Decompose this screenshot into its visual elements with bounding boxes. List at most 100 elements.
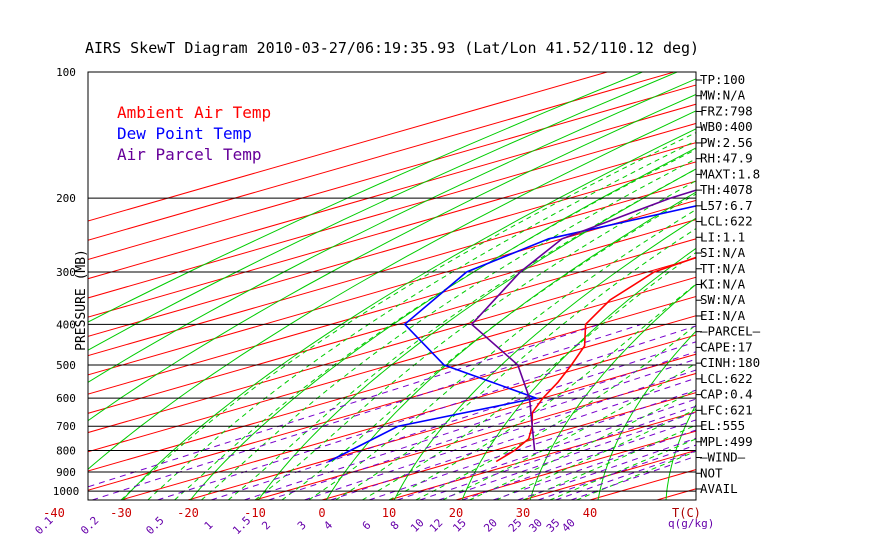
panel-line: LCL:622 bbox=[700, 371, 753, 386]
mixing-ratio-label: 8 bbox=[388, 519, 402, 533]
mixing-ratio-lines bbox=[88, 323, 696, 500]
panel-line: MAXT:1.8 bbox=[700, 166, 760, 181]
pressure-tick-label: 100 bbox=[56, 66, 76, 79]
dry-adiabat-line bbox=[88, 78, 696, 383]
pressure-tick-labels: 100 200 300 400 500 600 700 800 900 1000 bbox=[53, 66, 80, 498]
panel-line: L57:6.7 bbox=[700, 198, 753, 213]
panel-line: –WIND– bbox=[700, 450, 746, 465]
dry-adiabat-line bbox=[88, 110, 696, 470]
mixing-ratio-line bbox=[517, 437, 696, 500]
mixing-ratio-line bbox=[438, 411, 696, 500]
pressure-tick-label: 900 bbox=[56, 466, 76, 479]
stability-index-panel: TP:100MW:N/AFRZ:798WB0:400PW:2.56RH:47.9… bbox=[696, 72, 761, 496]
sounding-profiles bbox=[328, 189, 696, 463]
mixing-ratio-label: 0.5 bbox=[143, 514, 166, 537]
isotherm-line bbox=[88, 257, 696, 434]
mixing-ratio-label: 6 bbox=[360, 519, 374, 533]
isotherm-line bbox=[88, 238, 696, 414]
mixing-ratio-line bbox=[304, 369, 696, 500]
mixing-ratio-line bbox=[570, 455, 696, 500]
isotherm-line bbox=[88, 84, 696, 260]
isotherm-line bbox=[88, 103, 696, 280]
air-parcel-temp-line bbox=[470, 189, 696, 451]
isobar-lines bbox=[88, 72, 696, 492]
isotherm-line bbox=[88, 219, 696, 395]
dry-adiabat-line bbox=[734, 72, 870, 500]
mixing-ratio-label: 1 bbox=[202, 519, 216, 533]
isotherm-line bbox=[88, 295, 696, 472]
moist-adiabat-line bbox=[442, 362, 696, 500]
pressure-tick-label: 300 bbox=[56, 266, 76, 279]
panel-line: TP:100 bbox=[700, 72, 745, 87]
legend-dew-point-temp: Dew Point Temp bbox=[117, 124, 252, 143]
legend: Ambient Air Temp Dew Point Temp Air Parc… bbox=[117, 103, 271, 164]
mixing-ratio-line bbox=[492, 429, 696, 500]
isotherm-line bbox=[187, 353, 696, 500]
panel-line: NOT bbox=[700, 465, 723, 480]
moist-adiabat-line bbox=[120, 132, 696, 500]
pressure-tick-label: 1000 bbox=[53, 485, 80, 498]
pressure-tick-label: 700 bbox=[56, 420, 76, 433]
panel-line: –PARCEL– bbox=[700, 324, 761, 339]
dry-adiabat-line bbox=[88, 72, 678, 351]
panel-line: LFC:621 bbox=[700, 402, 753, 417]
moist-adiabat-line bbox=[201, 158, 696, 500]
isotherm-line bbox=[120, 334, 696, 500]
mixing-ratio-line bbox=[555, 450, 696, 500]
isotherm-lines bbox=[88, 72, 696, 500]
bottom-temperature-tick: -30 bbox=[110, 506, 132, 520]
panel-line: LCL:622 bbox=[700, 214, 753, 229]
chart-title: AIRS SkewT Diagram 2010-03-27/06:19:35.9… bbox=[85, 39, 699, 57]
mixing-ratio-line bbox=[244, 351, 696, 500]
isotherm-line bbox=[254, 372, 696, 500]
bottom-temperature-tick: 10 bbox=[382, 506, 396, 520]
mixing-ratio-label: 2 bbox=[259, 519, 273, 533]
mixing-ratio-line bbox=[92, 323, 642, 500]
bottom-temperature-tick: -20 bbox=[177, 506, 199, 520]
panel-line: TH:4078 bbox=[700, 182, 753, 197]
mixing-ratio-line bbox=[268, 358, 696, 500]
isotherm-line bbox=[88, 161, 696, 337]
dry-adiabat-lines bbox=[88, 72, 870, 500]
panel-line: CAP:0.4 bbox=[700, 387, 753, 402]
bottom-temperature-tick: -40 bbox=[43, 506, 65, 520]
pressure-tick-label: 500 bbox=[56, 359, 76, 372]
moist-adiabat-line bbox=[281, 193, 696, 500]
mixing-ratio-label: 3 bbox=[295, 519, 309, 533]
plot-frame bbox=[87, 71, 697, 501]
dry-adiabat-line bbox=[190, 147, 696, 500]
pressure-tick-label: 400 bbox=[56, 318, 76, 331]
mixing-ratio-label: 0.2 bbox=[78, 514, 101, 537]
moist-adiabat-line bbox=[388, 283, 696, 500]
moist-adiabat-line bbox=[335, 228, 696, 500]
bottom-temperature-tick: 20 bbox=[449, 506, 463, 520]
panel-line: CINH:180 bbox=[700, 355, 760, 370]
moist-adiabat-line bbox=[415, 324, 696, 500]
dry-adiabat-line bbox=[325, 191, 696, 500]
dry-adiabat-line bbox=[257, 168, 696, 500]
isotherm-line bbox=[88, 142, 696, 318]
bottom-temperature-tick: 30 bbox=[516, 506, 530, 520]
pressure-tick-label: 200 bbox=[56, 192, 76, 205]
mixing-ratio-label: 10 bbox=[408, 516, 427, 535]
mixing-ratio-line bbox=[88, 323, 600, 488]
mixing-ratio-label: 40 bbox=[559, 516, 578, 535]
isotherm-line bbox=[88, 199, 696, 376]
moist-adiabat-line bbox=[361, 251, 696, 500]
dry-adiabat-line bbox=[665, 403, 696, 500]
mixing-ratio-line bbox=[538, 444, 696, 500]
panel-line: EI:N/A bbox=[700, 308, 746, 323]
moist-adiabat-line bbox=[254, 180, 696, 500]
dew-point-temp-line bbox=[328, 205, 696, 463]
dry-adiabat-line bbox=[597, 330, 696, 500]
dry-adiabat-line bbox=[88, 72, 643, 323]
isotherm-line bbox=[88, 276, 696, 453]
y-axis-label: PRESSURE (MB) bbox=[74, 249, 89, 351]
panel-line: SI:N/A bbox=[700, 245, 746, 260]
bottom-temperature-tick: 0 bbox=[318, 506, 325, 520]
x-axis-unit-label: T(C) bbox=[672, 506, 701, 520]
legend-ambient-air-temp: Ambient Air Temp bbox=[117, 103, 271, 122]
panel-line: SW:N/A bbox=[700, 292, 746, 307]
panel-line: TT:N/A bbox=[700, 261, 746, 276]
